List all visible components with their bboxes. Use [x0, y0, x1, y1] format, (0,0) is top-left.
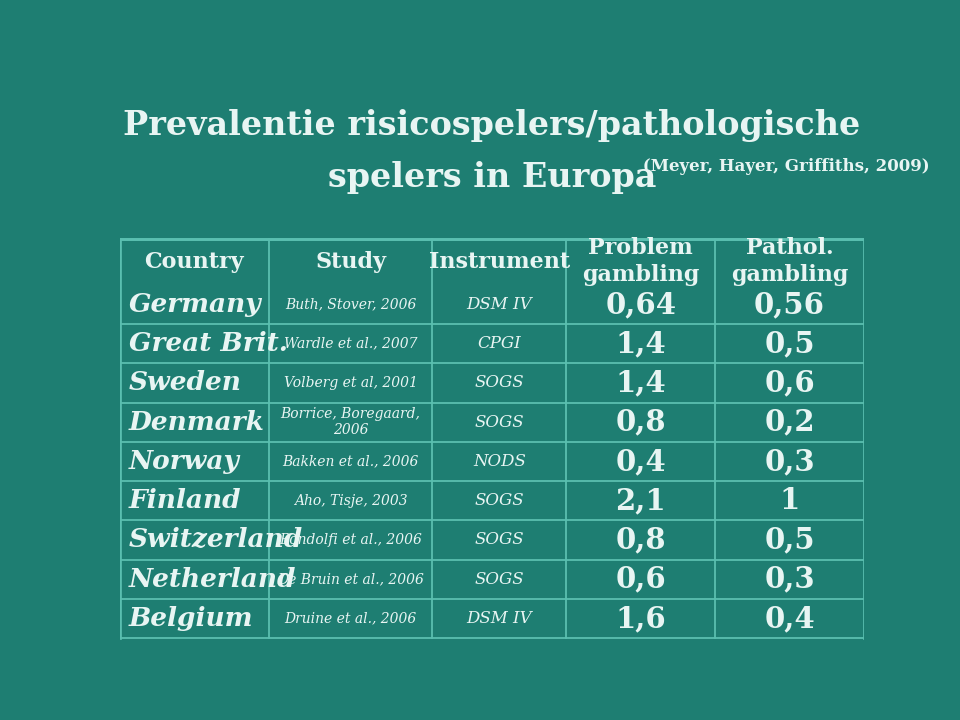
Text: Problem
gambling: Problem gambling — [582, 238, 700, 287]
Text: Druine et al., 2006: Druine et al., 2006 — [284, 611, 417, 626]
Text: De Bruin et al., 2006: De Bruin et al., 2006 — [277, 572, 424, 586]
Text: Pathol.
gambling: Pathol. gambling — [731, 238, 849, 287]
Text: spelers in Europa: spelers in Europa — [327, 161, 657, 194]
Text: 2,1: 2,1 — [615, 486, 666, 515]
Text: Switzerland: Switzerland — [129, 527, 303, 552]
Text: Wardle et al., 2007: Wardle et al., 2007 — [284, 337, 418, 351]
Text: 0,5: 0,5 — [764, 329, 815, 358]
Text: Belgium: Belgium — [129, 606, 253, 631]
Text: Instrument: Instrument — [429, 251, 570, 273]
Text: Prevalentie risicospelers/pathologische: Prevalentie risicospelers/pathologische — [124, 109, 860, 142]
Text: 0,3: 0,3 — [764, 564, 815, 594]
Text: 0,5: 0,5 — [764, 526, 815, 554]
Text: (Meyer, Hayer, Griffiths, 2009): (Meyer, Hayer, Griffiths, 2009) — [637, 158, 929, 176]
Text: 0,6: 0,6 — [764, 369, 815, 397]
Text: DSM IV: DSM IV — [467, 610, 532, 627]
Text: SOGS: SOGS — [474, 374, 524, 392]
Text: Great Brit.: Great Brit. — [129, 331, 288, 356]
Text: SOGS: SOGS — [474, 492, 524, 509]
Text: SOGS: SOGS — [474, 414, 524, 431]
Text: Finland: Finland — [129, 488, 242, 513]
Text: 1,6: 1,6 — [615, 604, 666, 633]
Text: 1: 1 — [780, 486, 800, 515]
Text: 0,4: 0,4 — [615, 447, 666, 476]
Text: Aho, Tisje, 2003: Aho, Tisje, 2003 — [294, 494, 407, 508]
Text: NODS: NODS — [473, 453, 526, 470]
Text: Norway: Norway — [129, 449, 240, 474]
Text: 0,6: 0,6 — [615, 564, 666, 594]
Text: 0,56: 0,56 — [755, 290, 825, 319]
Text: 0,8: 0,8 — [615, 408, 666, 436]
Text: CPGI: CPGI — [477, 335, 521, 352]
Text: Borrice, Boregaard,
2006: Borrice, Boregaard, 2006 — [280, 407, 420, 437]
Text: 0,4: 0,4 — [764, 604, 815, 633]
Text: Denmark: Denmark — [129, 410, 265, 435]
Text: 0,3: 0,3 — [764, 447, 815, 476]
Text: Buth, Stover, 2006: Buth, Stover, 2006 — [285, 297, 417, 311]
Text: SOGS: SOGS — [474, 571, 524, 588]
Text: Study: Study — [315, 251, 386, 273]
Text: 0,64: 0,64 — [605, 290, 677, 319]
Text: Sweden: Sweden — [129, 370, 242, 395]
Text: Netherland: Netherland — [129, 567, 297, 592]
Text: Bondolfi et al., 2006: Bondolfi et al., 2006 — [279, 533, 422, 547]
Text: 1,4: 1,4 — [615, 329, 666, 358]
Text: 0,8: 0,8 — [615, 526, 666, 554]
Text: 0,2: 0,2 — [764, 408, 815, 436]
Text: Volberg et al, 2001: Volberg et al, 2001 — [284, 376, 418, 390]
Text: Country: Country — [145, 251, 244, 273]
Text: SOGS: SOGS — [474, 531, 524, 549]
Text: DSM IV: DSM IV — [467, 296, 532, 313]
Text: Germany: Germany — [129, 292, 261, 317]
Text: 1,4: 1,4 — [615, 369, 666, 397]
Text: Bakken et al., 2006: Bakken et al., 2006 — [282, 454, 419, 469]
